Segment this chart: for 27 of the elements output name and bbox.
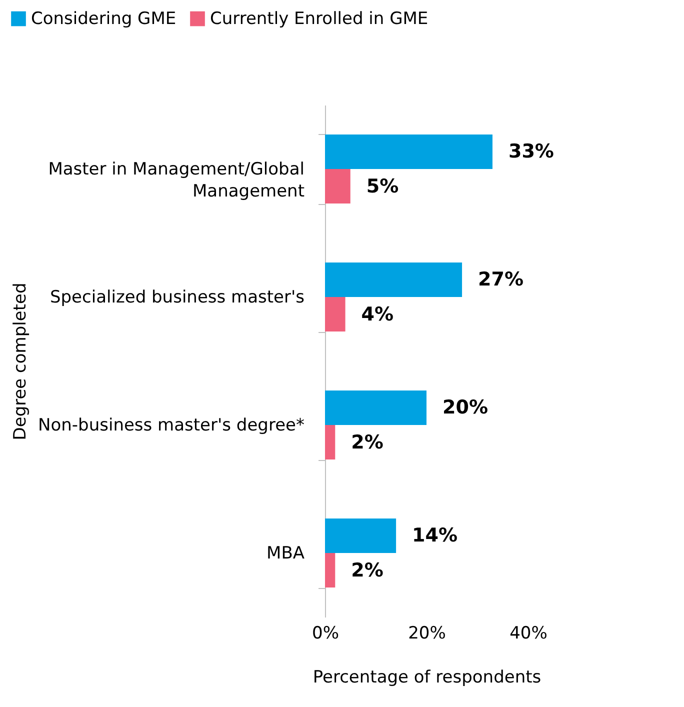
bar [325,425,336,460]
bar [325,169,350,204]
data-label: 2% [351,559,384,582]
data-label: 27% [478,268,524,291]
data-label: 5% [366,175,399,198]
x-axis-title: Percentage of respondents [312,668,542,688]
legend-label: Currently Enrolled in GME [210,8,428,29]
data-label: 14% [412,524,458,547]
legend-label: Considering GME [31,8,176,29]
x-tick-label: 0% [312,624,339,644]
y-tick-label: Non-business master's degree* [38,416,304,436]
data-label: 4% [361,303,394,326]
y-axis-title: Degree completed [10,282,30,440]
bar [325,553,336,588]
y-tick-label: MBA [266,544,305,564]
data-label: 2% [351,431,384,454]
bar [325,134,492,169]
data-label: 20% [442,396,488,419]
data-label: 33% [508,140,554,163]
bar [325,390,426,425]
y-tick-label: Specialized business master's [50,288,305,308]
x-tick-label: 20% [408,624,446,644]
bar [325,297,346,332]
bar [325,518,396,553]
x-tick-label: 40% [510,624,548,644]
bar [325,262,462,297]
y-tick-label: Master in Management/Global Management [48,160,305,202]
